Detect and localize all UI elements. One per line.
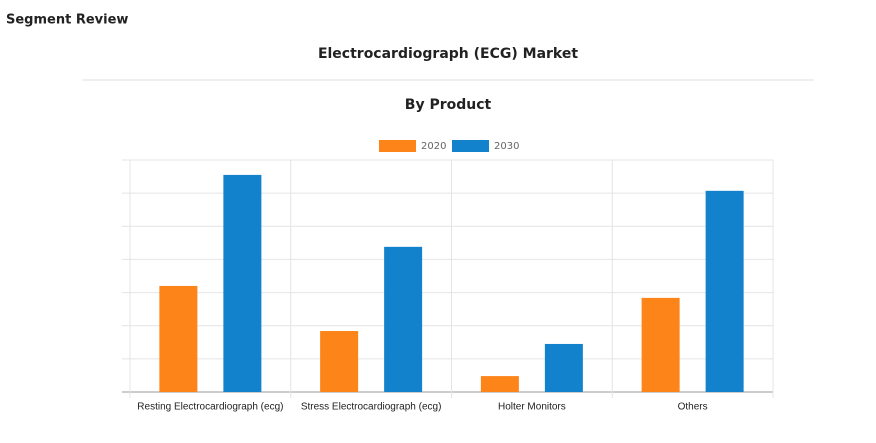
x-tick-label: Resting Electrocardiograph (ecg) (137, 402, 283, 413)
chart-title: Electrocardiograph (ECG) Market (318, 46, 578, 62)
legend-swatch (379, 140, 416, 152)
bar (320, 331, 359, 392)
chart-subtitle: By Product (405, 97, 492, 113)
x-tick-label: Holter Monitors (498, 402, 566, 413)
bar (705, 190, 744, 392)
bar (480, 376, 519, 392)
legend-label: 2020 (421, 141, 446, 152)
bar (159, 285, 198, 392)
x-tick-label: Others (678, 402, 708, 413)
bar (384, 246, 423, 392)
legend-swatch (452, 140, 489, 152)
bar (544, 343, 583, 392)
page-title: Segment Review (6, 13, 128, 28)
bar (223, 174, 262, 392)
bar (641, 297, 680, 392)
legend-label: 2030 (494, 141, 519, 152)
x-tick-label: Stress Electrocardiograph (ecg) (301, 402, 442, 413)
